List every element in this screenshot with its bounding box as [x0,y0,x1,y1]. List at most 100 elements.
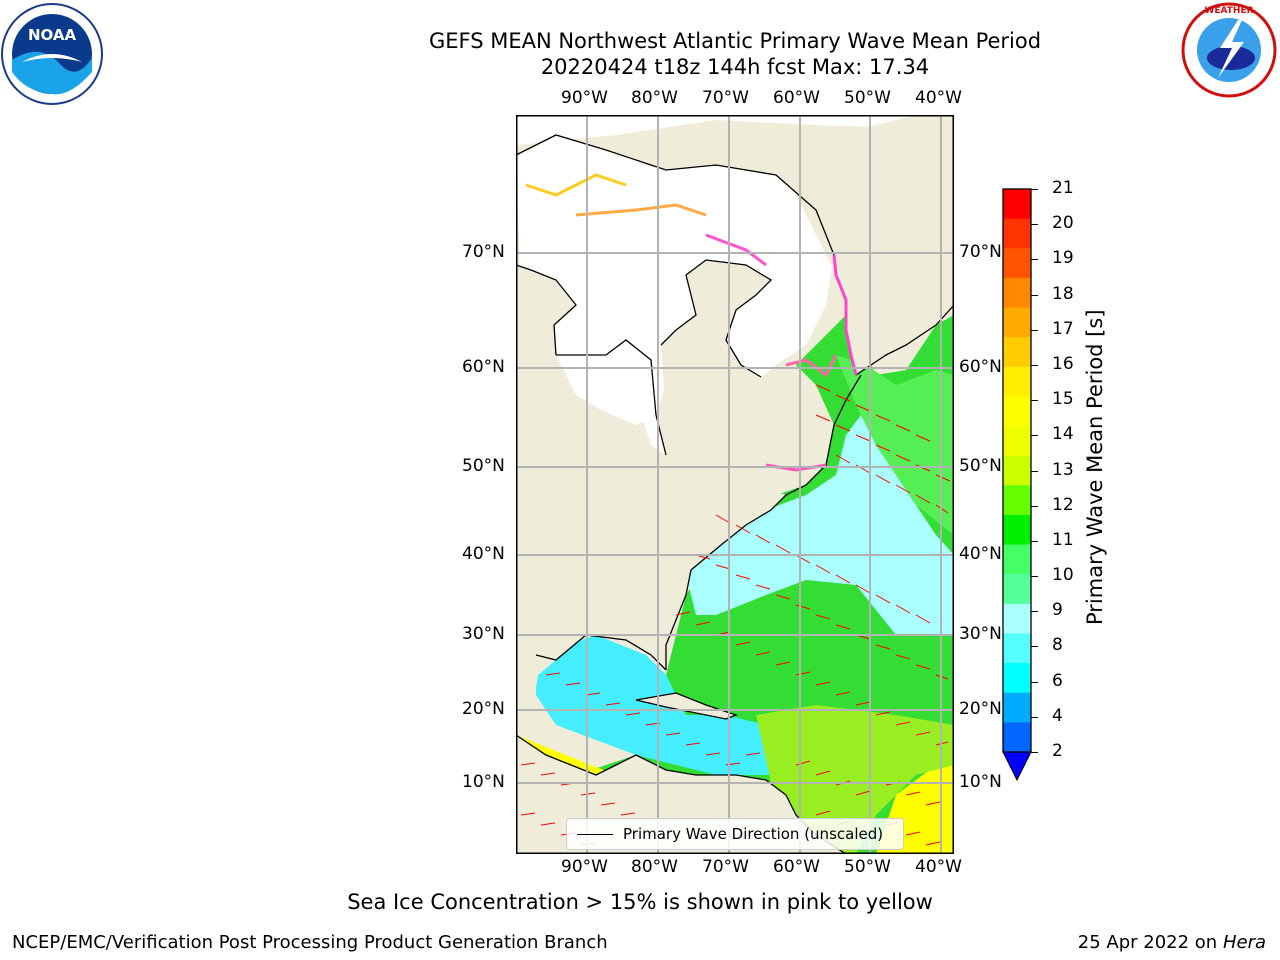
noaa-logo-text: NOAA [28,26,77,44]
map-legend: Primary Wave Direction (unscaled) [566,818,904,850]
colorbar-tick-label: 8 [1052,635,1063,656]
hudson-bay-water [556,340,656,425]
noaa-logo-wave [12,51,92,95]
colorbar-tick-label: 11 [1052,529,1074,550]
ocean-light-green [836,355,954,535]
lon-label-top: 80°W [631,88,678,108]
colorbar-tick-label: 2 [1052,741,1063,761]
lat-label-right: 50°N [959,456,1002,476]
colorbar [1002,188,1032,782]
land-north-america [516,115,786,735]
gridlines [516,115,954,854]
colorbar-extend-arrow [1002,751,1032,782]
colorbar-segment [1003,307,1031,338]
colorbar-segment [1003,277,1031,309]
colorbar-tick-mark [1031,189,1038,190]
colorbar-tick-label: 18 [1052,283,1074,304]
lat-label-left: 50°N [462,456,505,476]
sea-ice-note: Sea Ice Concentration > 15% is shown in … [347,890,933,914]
colorbar-segment [1003,366,1031,397]
generation-date: 25 Apr 2022 on Hera [1078,932,1266,953]
colorbar-tick-label: 9 [1052,600,1063,621]
ocean-shelf-cyan [686,415,954,635]
map-subtitle-forecast: 20220424 t18z 144h fcst Max: 17.34 [540,55,930,79]
colorbar-tick-label: 19 [1052,248,1074,269]
ocean-yellow-green [756,705,954,854]
colorbar-tick-label: 13 [1052,459,1074,480]
colorbar-tick-label: 15 [1052,389,1074,410]
lat-label-right: 10°N [959,772,1002,792]
noaa-logo-bird [22,54,82,62]
colorbar-tick-mark [1031,576,1038,578]
lat-label-left: 10°N [462,772,505,792]
land-greenland [746,115,954,375]
producer-credit: NCEP/EMC/Verification Post Processing Pr… [12,932,608,953]
lon-label-top: 40°W [915,88,962,108]
colorbar-segment [1003,663,1031,694]
lat-label-left: 70°N [462,242,505,262]
colorbar-segment [1003,248,1031,279]
lon-label-bottom: 50°W [844,857,891,877]
colorbar-tick-mark [1031,400,1038,402]
colorbar-tick-mark [1031,505,1038,507]
colorbar-tick-mark [1031,646,1038,648]
colorbar-segment [1003,218,1031,249]
colorbar-segment [1003,455,1031,486]
lon-label-top: 90°W [561,88,608,108]
lat-label-left: 20°N [462,699,505,719]
noaa-logo: NOAA [1,3,103,105]
colorbar-segments [1003,189,1031,753]
generation-host: Hera [1222,932,1266,953]
lon-label-top: 70°W [702,88,749,108]
colorbar-tick-mark [1031,540,1038,542]
land-cuba-hispaniola [636,693,736,719]
lat-label-right: 60°N [959,357,1002,377]
colorbar-segment [1003,544,1031,575]
colorbar-segment [1003,485,1031,516]
lon-label-bottom: 80°W [631,857,678,877]
national-weather-service-logo: WEATHER [1181,2,1277,98]
map-panel [516,115,954,854]
map-title: GEFS MEAN Northwest Atlantic Primary Wav… [428,29,1042,53]
colorbar-segment [1003,514,1031,546]
colorbar-tick-mark [1031,611,1038,613]
lat-label-right: 30°N [959,624,1002,644]
lon-label-top: 60°W [773,88,820,108]
lat-label-left: 40°N [462,544,505,564]
colorbar-tick-label: 4 [1052,705,1063,726]
nws-logo-lightning [1218,20,1244,78]
colorbar-tick-label: 21 [1052,178,1074,198]
lon-label-bottom: 60°W [773,857,820,877]
colorbar-segment [1003,692,1031,723]
legend-line-sample [577,833,613,835]
colorbar-segment [1003,603,1031,634]
lon-label-bottom: 40°W [915,857,962,877]
colorbar-segment [1003,396,1031,427]
colorbar-segment [1003,722,1031,753]
colorbar-tick-label: 16 [1052,353,1074,374]
colorbar-tick-mark [1031,294,1038,296]
colorbar-tick-mark [1031,329,1038,331]
colorbar-segment [1003,189,1031,220]
arctic-channels [516,115,954,145]
colorbar-tick-mark [1031,364,1038,366]
lat-label-right: 70°N [959,242,1002,262]
lat-label-left: 30°N [462,624,505,644]
lat-label-left: 60°N [462,357,505,377]
colorbar-tick-mark [1031,259,1038,261]
colorbar-tick-mark [1031,681,1038,683]
colorbar-tick-mark [1031,716,1038,718]
colorbar-tick-mark [1031,224,1038,226]
colorbar-segment [1003,426,1031,457]
colorbar-tick-label: 14 [1052,424,1074,445]
colorbar-segment [1003,337,1031,368]
colorbar-title: Primary Wave Mean Period [s] [1083,309,1107,625]
colorbar-tick-mark [1031,752,1038,753]
nws-logo-text: WEATHER [1204,6,1253,16]
generation-date-text: 25 Apr 2022 on [1077,932,1223,953]
lon-label-top: 50°W [844,88,891,108]
lat-label-right: 20°N [959,699,1002,719]
lon-label-bottom: 90°W [561,857,608,877]
colorbar-tick-label: 6 [1052,670,1063,691]
map-border [516,115,954,854]
